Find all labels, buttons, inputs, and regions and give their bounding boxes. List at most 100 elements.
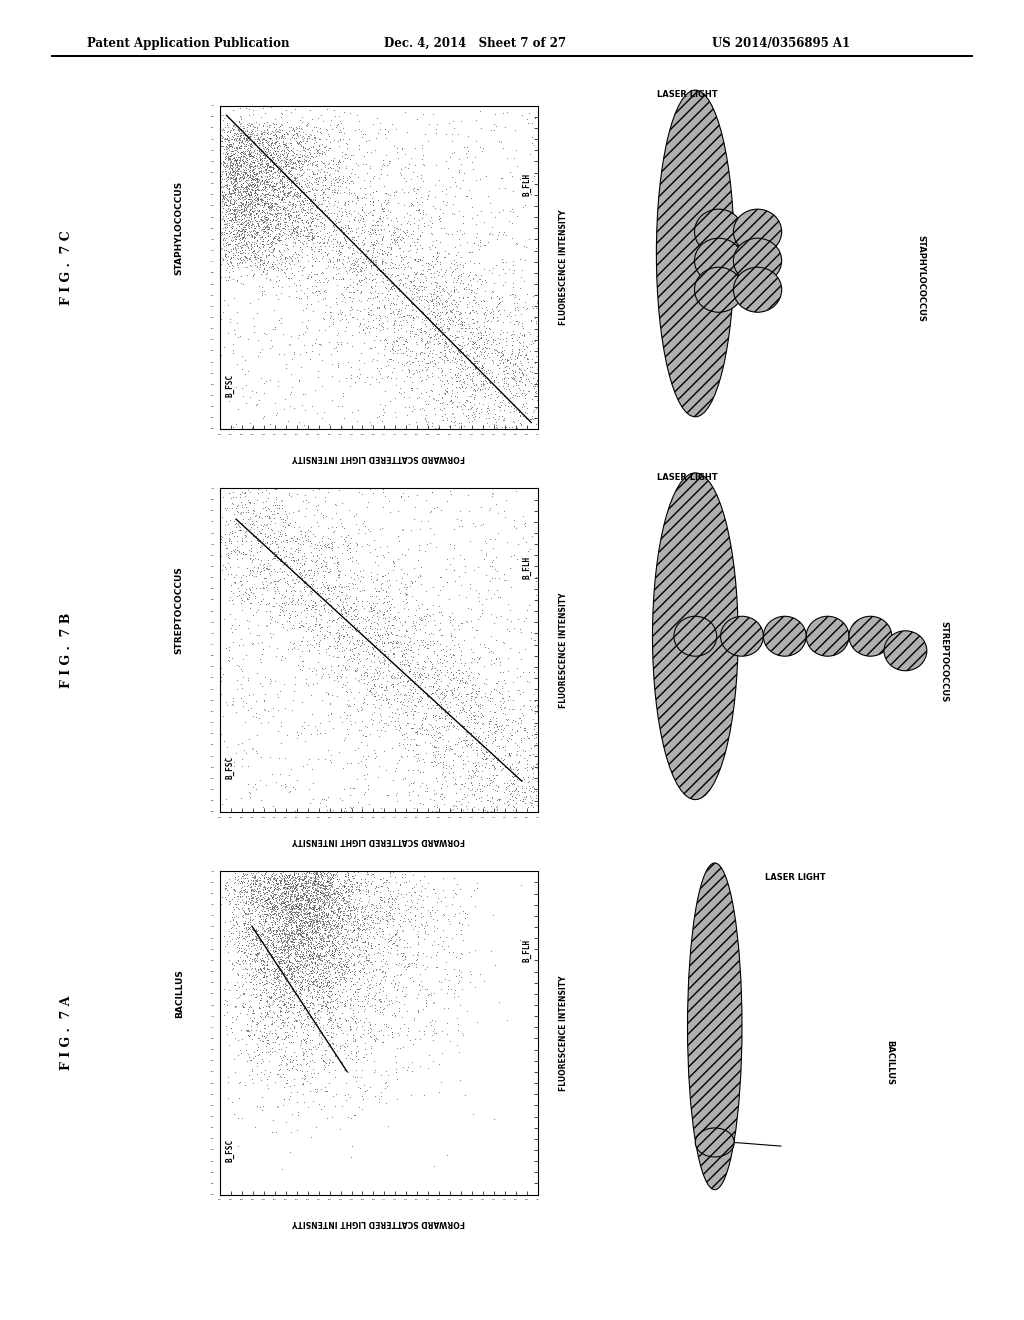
Point bbox=[258, 892, 274, 913]
Point bbox=[404, 865, 421, 886]
Point bbox=[386, 965, 402, 986]
Point bbox=[312, 1034, 329, 1055]
Point bbox=[426, 795, 442, 816]
Point bbox=[379, 876, 395, 898]
Point bbox=[428, 119, 444, 140]
Point bbox=[299, 954, 315, 975]
Point bbox=[474, 416, 490, 437]
Point bbox=[424, 289, 440, 310]
Point bbox=[300, 873, 316, 894]
Point bbox=[268, 405, 285, 426]
Point bbox=[482, 223, 499, 244]
Point bbox=[451, 370, 467, 391]
Point bbox=[266, 206, 283, 227]
Circle shape bbox=[733, 267, 781, 313]
Point bbox=[284, 956, 300, 977]
Point bbox=[502, 801, 518, 822]
Point bbox=[509, 759, 525, 780]
Point bbox=[393, 558, 410, 579]
Point bbox=[289, 892, 305, 913]
Point bbox=[338, 638, 354, 659]
Point bbox=[468, 338, 484, 359]
Point bbox=[409, 651, 425, 672]
Point bbox=[287, 174, 303, 195]
Point bbox=[276, 247, 293, 268]
Point bbox=[280, 193, 296, 214]
Point bbox=[529, 391, 546, 412]
Point bbox=[315, 182, 332, 203]
Point bbox=[240, 139, 256, 160]
Point bbox=[242, 579, 258, 601]
Point bbox=[262, 132, 279, 153]
Point bbox=[247, 248, 263, 269]
Point bbox=[395, 768, 412, 789]
Point bbox=[259, 170, 275, 191]
Point bbox=[380, 289, 396, 310]
Point bbox=[280, 929, 296, 950]
Point bbox=[257, 883, 273, 904]
Point bbox=[342, 304, 358, 325]
Point bbox=[323, 875, 339, 896]
Point bbox=[266, 478, 283, 499]
Point bbox=[399, 759, 416, 780]
Point bbox=[258, 952, 274, 973]
Point bbox=[229, 187, 246, 209]
Point bbox=[255, 252, 271, 273]
Point bbox=[517, 374, 534, 395]
Point bbox=[438, 715, 455, 737]
Point bbox=[221, 242, 238, 263]
Point bbox=[300, 932, 316, 953]
Point bbox=[361, 252, 378, 273]
Point bbox=[360, 622, 377, 643]
Point bbox=[220, 145, 237, 166]
Point bbox=[280, 610, 296, 631]
Point bbox=[268, 895, 285, 916]
Point bbox=[344, 401, 360, 422]
Point bbox=[278, 903, 294, 924]
Point bbox=[310, 478, 327, 499]
Point bbox=[230, 120, 247, 141]
Point bbox=[244, 235, 260, 256]
Point bbox=[297, 964, 313, 985]
Point bbox=[352, 301, 369, 322]
Point bbox=[219, 143, 236, 164]
Point bbox=[355, 169, 372, 190]
Point bbox=[330, 944, 346, 965]
Point bbox=[374, 956, 390, 977]
Point bbox=[256, 144, 272, 165]
Point bbox=[315, 886, 332, 907]
Point bbox=[283, 892, 299, 913]
Point bbox=[371, 606, 387, 627]
Point bbox=[318, 535, 335, 556]
Point bbox=[256, 478, 272, 499]
Point bbox=[268, 904, 285, 925]
Point bbox=[326, 913, 342, 935]
Point bbox=[231, 136, 248, 157]
Point bbox=[212, 548, 228, 569]
Point bbox=[474, 768, 490, 789]
Point bbox=[502, 755, 518, 776]
Point bbox=[515, 396, 531, 417]
Point bbox=[319, 638, 336, 659]
Point bbox=[517, 741, 534, 762]
Point bbox=[308, 862, 325, 883]
Point bbox=[297, 1031, 313, 1052]
Point bbox=[284, 903, 300, 924]
Point bbox=[382, 244, 398, 265]
Point bbox=[511, 751, 527, 772]
Point bbox=[281, 140, 297, 161]
Point bbox=[237, 144, 253, 165]
Point bbox=[368, 249, 384, 271]
Point bbox=[319, 927, 336, 948]
Point bbox=[224, 194, 241, 215]
Point bbox=[287, 232, 303, 253]
Point bbox=[268, 921, 285, 942]
Point bbox=[388, 935, 404, 956]
Point bbox=[291, 904, 307, 925]
Point bbox=[302, 348, 318, 370]
Point bbox=[311, 908, 328, 929]
Point bbox=[244, 1028, 260, 1049]
Point bbox=[335, 953, 351, 974]
Point bbox=[278, 256, 294, 277]
Point bbox=[330, 961, 346, 982]
